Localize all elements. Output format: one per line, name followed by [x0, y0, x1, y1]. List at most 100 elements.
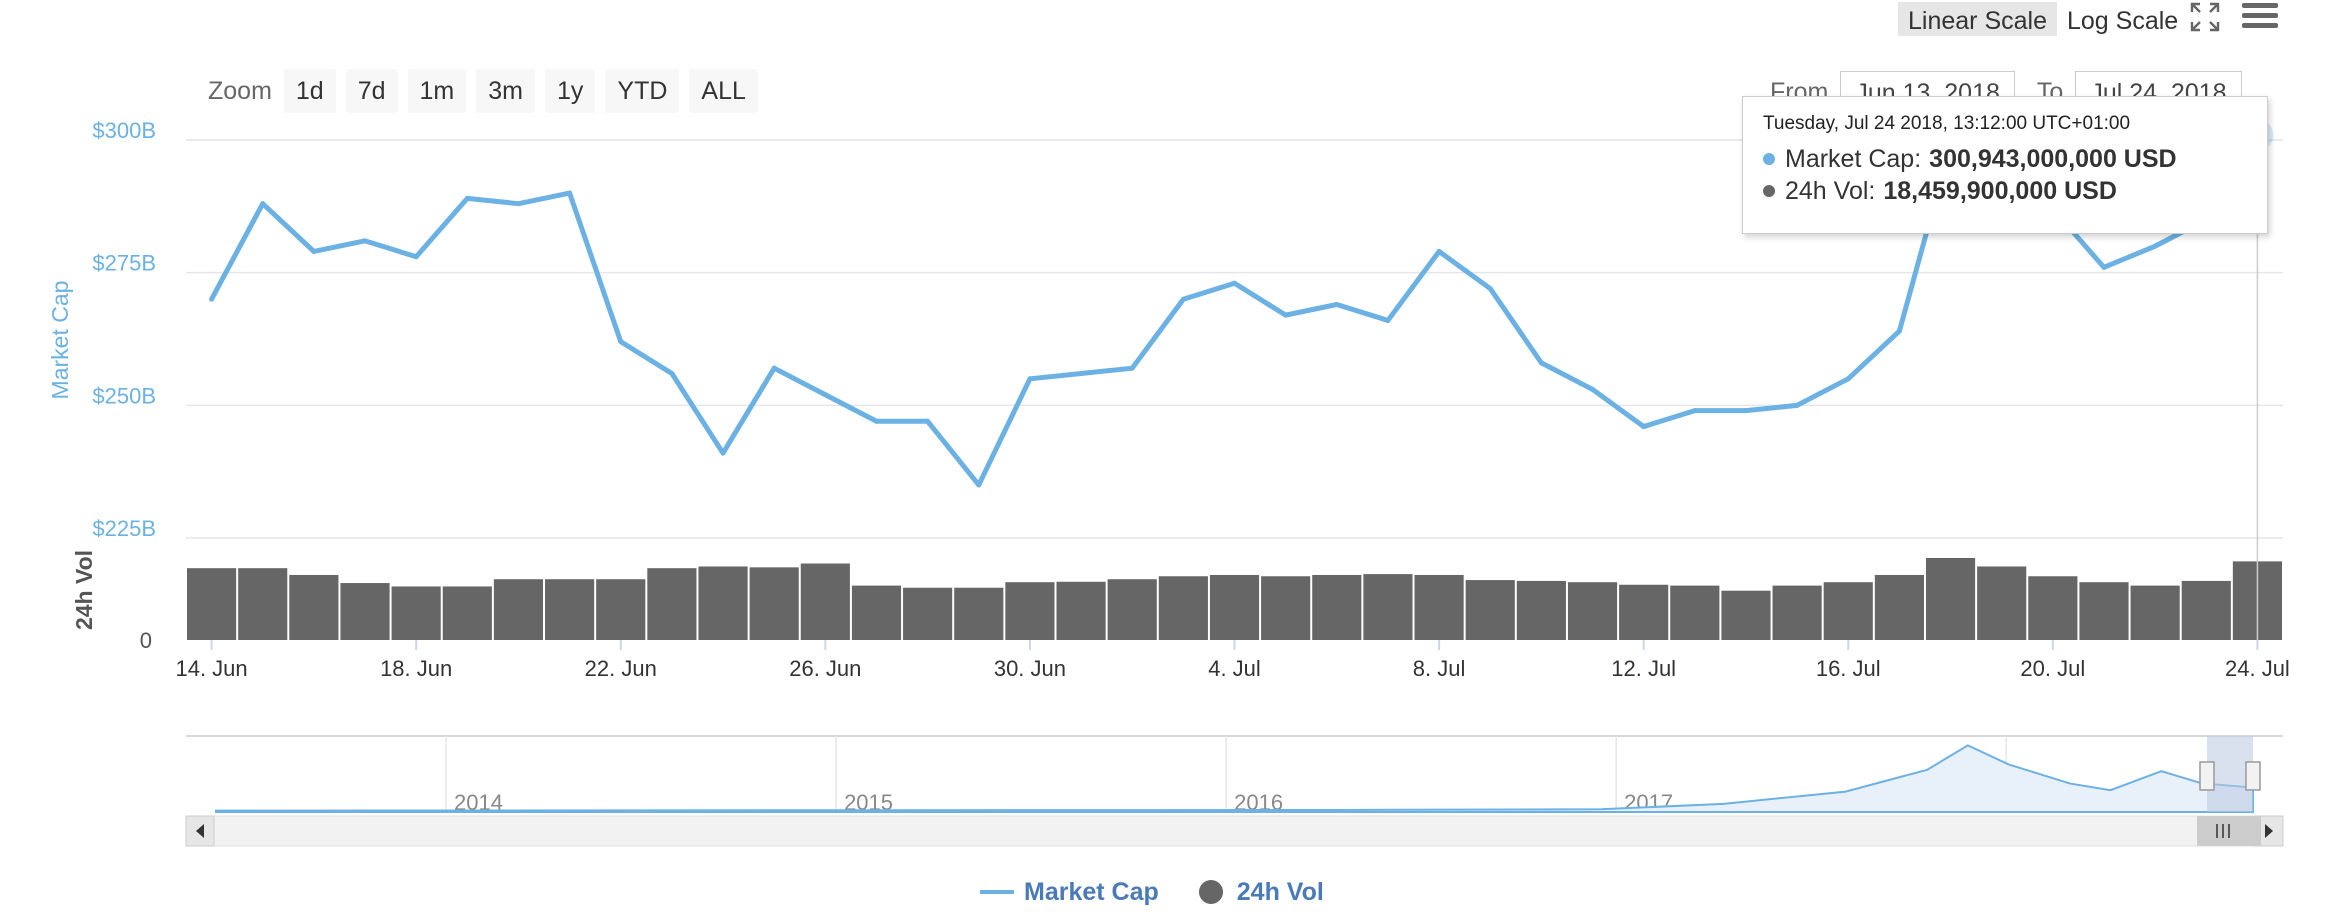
volume-bar — [954, 587, 1004, 640]
tooltip-volume-row: 24h Vol: 18,459,900,000 USD — [1763, 175, 2247, 207]
volume-bar — [1874, 574, 1924, 640]
y-axis: Market Cap 24h Vol $225B $250B $275B $300B 0 — [47, 118, 156, 653]
y-axis-label: Market Cap — [47, 281, 73, 400]
zoom-all-button[interactable]: ALL — [689, 69, 758, 113]
volume-bar — [340, 583, 390, 640]
tooltip: Tuesday, Jul 24 2018, 13:12:00 UTC+01:00… — [1742, 96, 2268, 234]
market-cap-point — [822, 392, 828, 398]
zoom-1d-button[interactable]: 1d — [283, 69, 336, 113]
market-cap-point — [2152, 243, 2158, 249]
market-cap-point — [1487, 286, 1493, 292]
market-cap-point — [1283, 312, 1289, 318]
market-cap-point — [2101, 264, 2107, 270]
scroll-right-arrow-icon — [2265, 824, 2273, 838]
legend-item-market-cap[interactable]: Market Cap — [980, 878, 1159, 907]
volume-bar — [1977, 566, 2027, 640]
volume-bar — [493, 579, 544, 640]
volume-tick-label: 0 — [140, 628, 152, 653]
y-tick-label: $300B — [92, 118, 156, 143]
legend-volume-label: 24h Vol — [1236, 877, 1324, 906]
volume-bar — [1261, 576, 1311, 640]
volume-bar — [1721, 590, 1771, 640]
volume-bar — [1772, 585, 1822, 640]
market-cap-point — [464, 195, 470, 201]
tooltip-market-cap-label: Market Cap: — [1785, 145, 1922, 173]
market-cap-series — [209, 132, 2260, 488]
market-cap-point — [567, 190, 573, 196]
volume-bar — [1414, 574, 1464, 640]
y-tick-label: $225B — [92, 516, 156, 541]
legend-item-volume[interactable]: 24h Vol — [1198, 877, 1324, 907]
volume-bar — [1925, 557, 1976, 640]
log-scale-button[interactable]: Log Scale — [2066, 7, 2179, 35]
market-cap-dot-icon — [1763, 153, 1775, 165]
market-cap-point — [1641, 424, 1647, 430]
volume-bar — [1823, 582, 1873, 640]
volume-bar — [1567, 582, 1618, 640]
market-cap-point — [1232, 280, 1237, 286]
zoom-selector: Zoom 1d 7d 1m 3m 1y YTD ALL — [208, 68, 768, 114]
volume-bar — [187, 568, 237, 640]
x-tick-label: 12. Jul — [1611, 656, 1676, 681]
volume-bar — [596, 579, 646, 640]
market-cap-point — [1590, 386, 1596, 392]
x-tick-label: 26. Jun — [789, 656, 861, 681]
market-cap-point — [1743, 408, 1749, 414]
volume-bar — [903, 587, 953, 640]
y-tick-label: $275B — [92, 251, 156, 276]
fullscreen-icon[interactable] — [2188, 0, 2222, 34]
volume-bar — [1619, 584, 1669, 640]
market-cap-point — [1385, 317, 1391, 323]
zoom-label: Zoom — [208, 76, 272, 105]
volume-dot-icon — [1763, 185, 1775, 197]
market-cap-line-icon — [980, 890, 1014, 894]
zoom-1m-button[interactable]: 1m — [407, 69, 467, 113]
volume-bar — [647, 568, 697, 640]
x-tick-label: 22. Jun — [585, 656, 657, 681]
market-cap-point — [1794, 402, 1800, 408]
zoom-7d-button[interactable]: 7d — [345, 69, 398, 113]
volume-bar — [1516, 580, 1566, 640]
navigator-left-handle[interactable] — [2199, 761, 2215, 791]
tooltip-market-cap-value: 300,943,000,000 USD — [1929, 145, 2177, 173]
navigator-scrollbar[interactable] — [185, 815, 2284, 847]
x-tick-label: 8. Jul — [1413, 656, 1466, 681]
zoom-1y-button[interactable]: 1y — [545, 69, 596, 113]
market-cap-point — [1436, 248, 1442, 254]
market-cap-point — [1078, 370, 1084, 376]
volume-bar — [1209, 574, 1260, 640]
volume-bar — [1107, 579, 1157, 640]
zoom-ytd-button[interactable]: YTD — [605, 69, 680, 113]
volume-bar — [238, 568, 288, 640]
market-cap-point — [1129, 365, 1135, 371]
y-tick-label: $250B — [92, 383, 156, 408]
zoom-3m-button[interactable]: 3m — [476, 69, 535, 113]
tooltip-volume-label: 24h Vol: — [1785, 177, 1876, 205]
navigator-right-handle[interactable] — [2245, 761, 2261, 791]
volume-bar — [289, 574, 339, 640]
x-tick-label: 16. Jul — [1816, 656, 1881, 681]
volume-bar — [2028, 576, 2078, 640]
market-cap-point — [260, 201, 266, 207]
volume-bar — [1312, 574, 1362, 640]
market-cap-point — [925, 418, 931, 424]
volume-bar — [2130, 585, 2180, 640]
volume-bar — [1005, 582, 1055, 640]
x-tick-label: 4. Jul — [1208, 656, 1261, 681]
market-cap-point — [976, 482, 982, 488]
x-axis: 14. Jun 18. Jun 22. Jun 26. Jun 30. Jun 4. Ju… — [175, 640, 2290, 681]
tooltip-volume-value: 18,459,900,000 USD — [1883, 177, 2117, 205]
market-cap-point — [515, 201, 521, 207]
market-cap-point — [1538, 360, 1544, 366]
linear-scale-button[interactable]: Linear Scale — [1898, 2, 2057, 36]
volume-bar — [698, 566, 748, 640]
scroll-left-button[interactable] — [185, 815, 215, 847]
volume-bars — [187, 557, 2282, 640]
volume-bar — [2079, 582, 2129, 640]
volume-bar — [851, 585, 902, 640]
market-cap-point — [413, 254, 419, 260]
hamburger-menu-icon[interactable] — [2240, 0, 2280, 34]
volume-bar — [442, 586, 492, 640]
